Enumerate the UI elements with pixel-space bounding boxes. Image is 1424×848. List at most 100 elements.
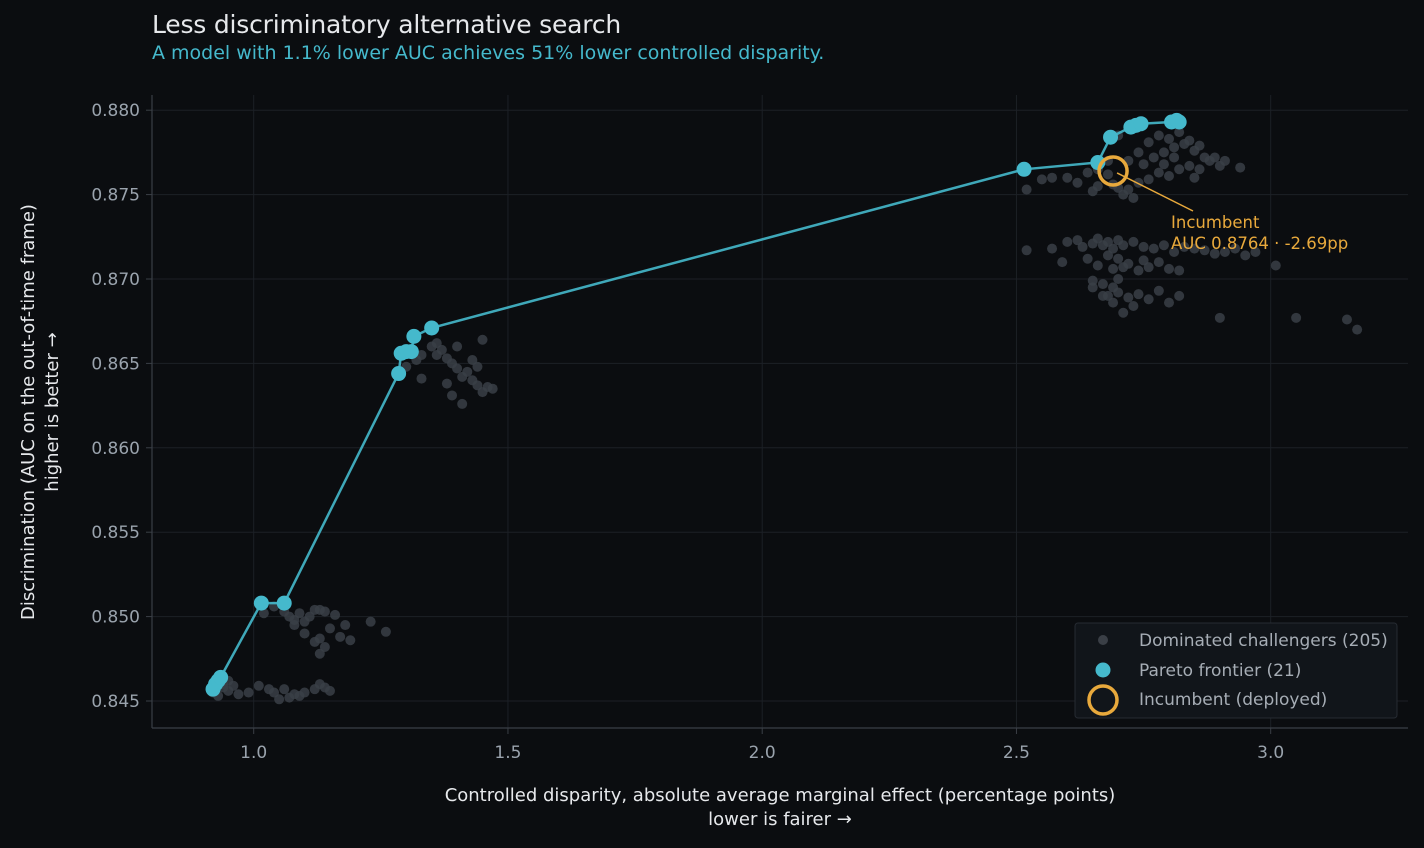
dominated-point — [330, 609, 341, 620]
dominated-series — [208, 127, 1363, 705]
frontier-point — [276, 595, 292, 611]
dominated-point — [1235, 162, 1246, 173]
dominated-point — [1118, 189, 1129, 200]
dominated-point — [284, 692, 295, 703]
dominated-point — [1143, 174, 1154, 185]
axes — [151, 95, 1408, 729]
dominated-point — [253, 680, 264, 691]
dominated-point — [441, 378, 452, 389]
frontier-point — [391, 366, 407, 382]
dominated-point — [1133, 289, 1144, 300]
incumbent-annotation: Incumbent AUC 0.8764 · -2.69pp — [1116, 172, 1348, 253]
dominated-point — [467, 375, 478, 386]
dominated-point — [1189, 243, 1200, 254]
x-tick-label: 1.5 — [494, 743, 521, 763]
dominated-point — [1209, 248, 1220, 259]
legend-frontier-marker — [1095, 662, 1111, 678]
dominated-point — [1128, 192, 1139, 203]
dominated-point — [1113, 273, 1124, 284]
dominated-point — [345, 635, 356, 646]
dominated-point — [1143, 294, 1154, 305]
dominated-point — [294, 690, 305, 701]
dominated-point — [1108, 263, 1119, 274]
dominated-point — [243, 687, 254, 698]
dominated-point — [1194, 164, 1205, 175]
dominated-point — [1174, 164, 1185, 175]
chart-subtitle: A model with 1.1% lower AUC achieves 51%… — [152, 42, 825, 64]
dominated-point — [1164, 263, 1175, 274]
dominated-point — [1128, 236, 1139, 247]
dominated-point — [1072, 177, 1083, 188]
dominated-point — [416, 349, 427, 360]
y-tick-label: 0.855 — [91, 523, 140, 543]
dominated-point — [380, 626, 391, 637]
dominated-point — [1102, 169, 1113, 180]
dominated-point — [1021, 245, 1032, 256]
dominated-point — [1097, 290, 1108, 301]
dominated-point — [1143, 262, 1154, 273]
dominated-point — [1164, 133, 1175, 144]
dominated-point — [1057, 257, 1068, 268]
dominated-point — [431, 349, 442, 360]
dominated-point — [1199, 152, 1210, 163]
annotation-title: Incumbent — [1171, 213, 1260, 232]
frontier-point — [406, 328, 422, 344]
dominated-point — [1219, 155, 1230, 166]
y-tick-label: 0.865 — [91, 354, 140, 374]
y-ticks: 0.845 0.850 0.855 0.860 0.865 0.870 0.875 0.880 — [91, 101, 152, 712]
dominated-point — [1062, 236, 1073, 247]
dominated-point — [1138, 159, 1149, 170]
legend-incumbent-marker — [1087, 684, 1119, 716]
dominated-point — [299, 628, 310, 639]
dominated-point — [1047, 172, 1058, 183]
dominated-point — [1184, 160, 1195, 171]
dominated-point — [1199, 245, 1210, 256]
dominated-point — [1250, 246, 1261, 257]
dominated-point — [447, 390, 458, 401]
dominated-point — [1153, 130, 1164, 141]
dominated-point — [319, 606, 330, 617]
y-tick-label: 0.850 — [91, 608, 140, 628]
dominated-point — [457, 398, 468, 409]
y-tick-label: 0.860 — [91, 439, 140, 459]
frontier-point — [253, 595, 269, 611]
dominated-point — [1021, 184, 1032, 195]
dominated-point — [1133, 147, 1144, 158]
frontier-line — [211, 118, 1180, 690]
y-tick-label: 0.845 — [91, 692, 140, 712]
dominated-point — [1097, 279, 1108, 290]
dominated-point — [1158, 147, 1169, 158]
incumbent-point — [1097, 155, 1129, 187]
dominated-point — [1087, 282, 1098, 293]
frontier-point — [213, 669, 229, 685]
frontier-point — [424, 320, 440, 336]
dominated-point — [258, 608, 269, 619]
dominated-point — [1102, 250, 1113, 261]
dominated-point — [1174, 290, 1185, 301]
dominated-point — [462, 366, 473, 377]
dominated-point — [477, 334, 488, 345]
dominated-point — [1077, 241, 1088, 252]
dominated-point — [1113, 253, 1124, 264]
dominated-point — [1174, 265, 1185, 276]
dominated-point — [1138, 241, 1149, 252]
dominated-point — [1240, 250, 1251, 261]
dominated-point — [1082, 167, 1093, 178]
annotation-value: AUC 0.8764 · -2.69pp — [1171, 234, 1348, 253]
x-tick-label: 1.0 — [240, 743, 267, 763]
dominated-point — [335, 631, 346, 642]
dominated-point — [309, 636, 320, 647]
dominated-point — [1169, 246, 1180, 257]
x-axis-sublabel: lower is fairer → — [708, 809, 852, 830]
dominated-point — [1194, 140, 1205, 151]
dominated-point — [1153, 167, 1164, 178]
dominated-point — [1082, 253, 1093, 264]
dominated-point — [274, 694, 285, 705]
dominated-point — [1118, 240, 1129, 251]
dominated-point — [1164, 171, 1175, 182]
dominated-point — [289, 620, 300, 631]
dominated-point — [1214, 312, 1225, 323]
dominated-point — [1123, 292, 1134, 303]
y-tick-label: 0.875 — [91, 186, 140, 206]
